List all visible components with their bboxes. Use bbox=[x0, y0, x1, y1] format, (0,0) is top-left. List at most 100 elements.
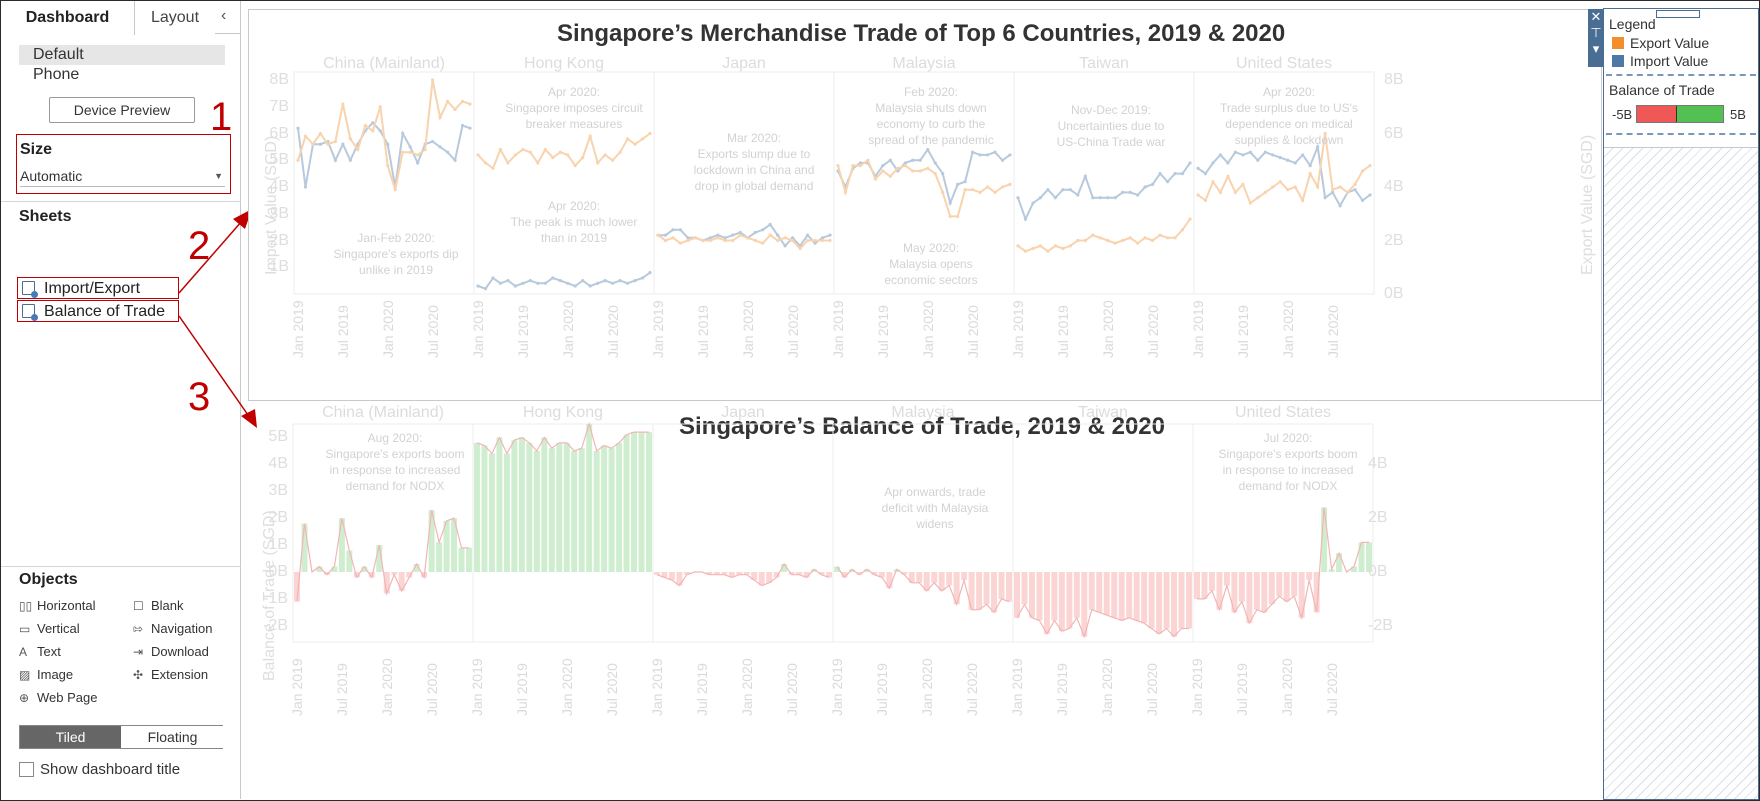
drag-handle[interactable] bbox=[1656, 10, 1700, 18]
positive-ramp bbox=[1675, 106, 1723, 122]
series-line-export-value bbox=[657, 233, 830, 250]
chart-annotation: Apr onwards, trade deficit with Malaysia w… bbox=[881, 485, 989, 531]
date-tick-label: Jan 2019 bbox=[829, 658, 845, 716]
import-axis-tick: 4B bbox=[269, 178, 289, 195]
pin-icon[interactable]: ⊤ bbox=[1590, 25, 1602, 40]
balance-bar bbox=[788, 572, 795, 575]
object-web-page[interactable]: ⊕ Web Page bbox=[19, 689, 97, 707]
sheet-import-export[interactable]: Import/Export bbox=[17, 277, 179, 299]
size-dropdown[interactable]: Automatic ▼ bbox=[20, 165, 225, 187]
data-point bbox=[873, 177, 877, 181]
tab-dashboard[interactable]: Dashboard bbox=[1, 1, 135, 35]
divider bbox=[1, 201, 241, 202]
balance-bar bbox=[946, 572, 953, 586]
date-tick-label: Jul 2020 bbox=[423, 663, 440, 716]
data-point bbox=[1046, 188, 1050, 192]
date-tick-label: Jul 2020 bbox=[963, 663, 980, 716]
chart-annotation: Mar 2020: Exports slump due to lockdown in… bbox=[693, 131, 815, 193]
balance-bar bbox=[601, 445, 608, 573]
object-horizontal[interactable]: ▯▯ Horizontal bbox=[19, 597, 96, 615]
data-point bbox=[1000, 158, 1005, 162]
balance-bar bbox=[863, 569, 870, 573]
balance-bar bbox=[818, 572, 825, 575]
date-tick-label: Jan 2019 bbox=[649, 658, 665, 716]
data-point bbox=[1061, 246, 1065, 251]
tiled-button[interactable]: Tiled bbox=[20, 726, 121, 748]
balance-bar bbox=[848, 569, 855, 573]
legend-item-export[interactable]: Export Value bbox=[1612, 35, 1709, 51]
data-point bbox=[618, 150, 622, 154]
device-phone[interactable]: Phone bbox=[33, 66, 80, 83]
legend-item-import[interactable]: Import Value bbox=[1612, 53, 1708, 69]
object-label: Download bbox=[151, 644, 209, 659]
balance-bar bbox=[466, 547, 472, 573]
data-point bbox=[588, 284, 592, 288]
collapse-pane-icon[interactable]: ‹ bbox=[221, 7, 227, 24]
object-blank[interactable]: ☐ Blank bbox=[133, 597, 184, 615]
date-tick-label: Jan 2020 bbox=[738, 658, 755, 716]
chart-annotation: Jul 2020: Singapore's exports boom in resp… bbox=[1218, 431, 1358, 493]
show-dashboard-title-checkbox[interactable]: Show dashboard title bbox=[19, 761, 180, 781]
balance-of-trade-sheet[interactable]: Singapore’s Balance of Trade, 2019 & 202… bbox=[248, 402, 1602, 798]
data-point bbox=[1053, 196, 1057, 200]
object-extension[interactable]: ✣ Extension bbox=[133, 666, 208, 684]
chevron-down-icon[interactable]: ▾ bbox=[1592, 41, 1600, 56]
data-point bbox=[1061, 188, 1065, 192]
balance-bar bbox=[1171, 572, 1178, 637]
date-tick-label: Jan 2020 bbox=[559, 300, 576, 358]
chart-annotation: Feb 2020: Malaysia shuts down economy to c… bbox=[868, 85, 994, 147]
size-title: Size bbox=[20, 141, 53, 158]
data-point bbox=[686, 238, 690, 243]
device-default[interactable]: Default bbox=[19, 45, 225, 65]
object-download[interactable]: ⇥ Download bbox=[133, 643, 209, 661]
object-vertical[interactable]: ▭ Vertical bbox=[19, 620, 80, 638]
data-point bbox=[918, 169, 922, 173]
data-point bbox=[401, 131, 405, 136]
data-point bbox=[1323, 196, 1327, 200]
data-point bbox=[1038, 196, 1043, 200]
data-point bbox=[881, 164, 885, 168]
empty-layout-area bbox=[1604, 147, 1758, 799]
object-text[interactable]: A Text bbox=[19, 643, 61, 661]
balance-bar bbox=[901, 572, 908, 575]
balance-bar bbox=[481, 445, 488, 573]
import-export-sheet[interactable]: Singapore’s Merchandise Trade of Top 6 C… bbox=[248, 9, 1602, 401]
data-point bbox=[678, 228, 683, 232]
legend-pane[interactable]: ✕ ⊤ ▾ Legend Export Value Import Value B… bbox=[1588, 8, 1759, 800]
balance-bar bbox=[1238, 572, 1245, 602]
date-tick-label: Jul 2019 bbox=[1233, 663, 1250, 716]
data-point bbox=[386, 164, 390, 168]
data-point bbox=[1233, 190, 1237, 194]
data-point bbox=[1121, 238, 1125, 243]
object-navigation[interactable]: ⇰ Navigation bbox=[133, 620, 212, 638]
sheet-balance-of-trade[interactable]: Balance of Trade bbox=[17, 300, 179, 322]
balance-bar bbox=[1246, 572, 1253, 624]
top-chart-plot bbox=[293, 71, 1375, 295]
close-icon[interactable]: ✕ bbox=[1590, 9, 1602, 24]
balance-bar bbox=[1111, 572, 1118, 618]
balance-bar bbox=[1223, 572, 1230, 586]
data-point bbox=[633, 142, 637, 146]
balance-bar bbox=[316, 566, 323, 573]
tab-layout[interactable]: Layout bbox=[135, 1, 215, 34]
legend-title: Legend bbox=[1609, 16, 1656, 32]
data-point bbox=[903, 164, 907, 168]
data-point bbox=[363, 123, 367, 128]
floating-button[interactable]: Floating bbox=[122, 726, 223, 748]
balance-color-ramp[interactable] bbox=[1636, 105, 1724, 123]
data-point bbox=[1151, 182, 1155, 186]
series-line-export-value bbox=[1017, 218, 1191, 253]
legend-divider bbox=[1606, 133, 1756, 135]
object-image[interactable]: ▨ Image bbox=[19, 666, 73, 684]
data-point bbox=[491, 276, 495, 280]
date-tick-label: Jan 2019 bbox=[1189, 658, 1205, 716]
balance-axis-tick: 5B bbox=[268, 428, 288, 446]
data-point bbox=[971, 150, 975, 154]
data-point bbox=[348, 158, 352, 162]
device-preview-button[interactable]: Device Preview bbox=[49, 97, 195, 123]
data-point bbox=[1173, 172, 1177, 176]
balance-bar bbox=[668, 572, 675, 581]
balance-bar bbox=[518, 437, 525, 573]
data-point bbox=[828, 233, 832, 237]
import-swatch bbox=[1612, 55, 1624, 67]
